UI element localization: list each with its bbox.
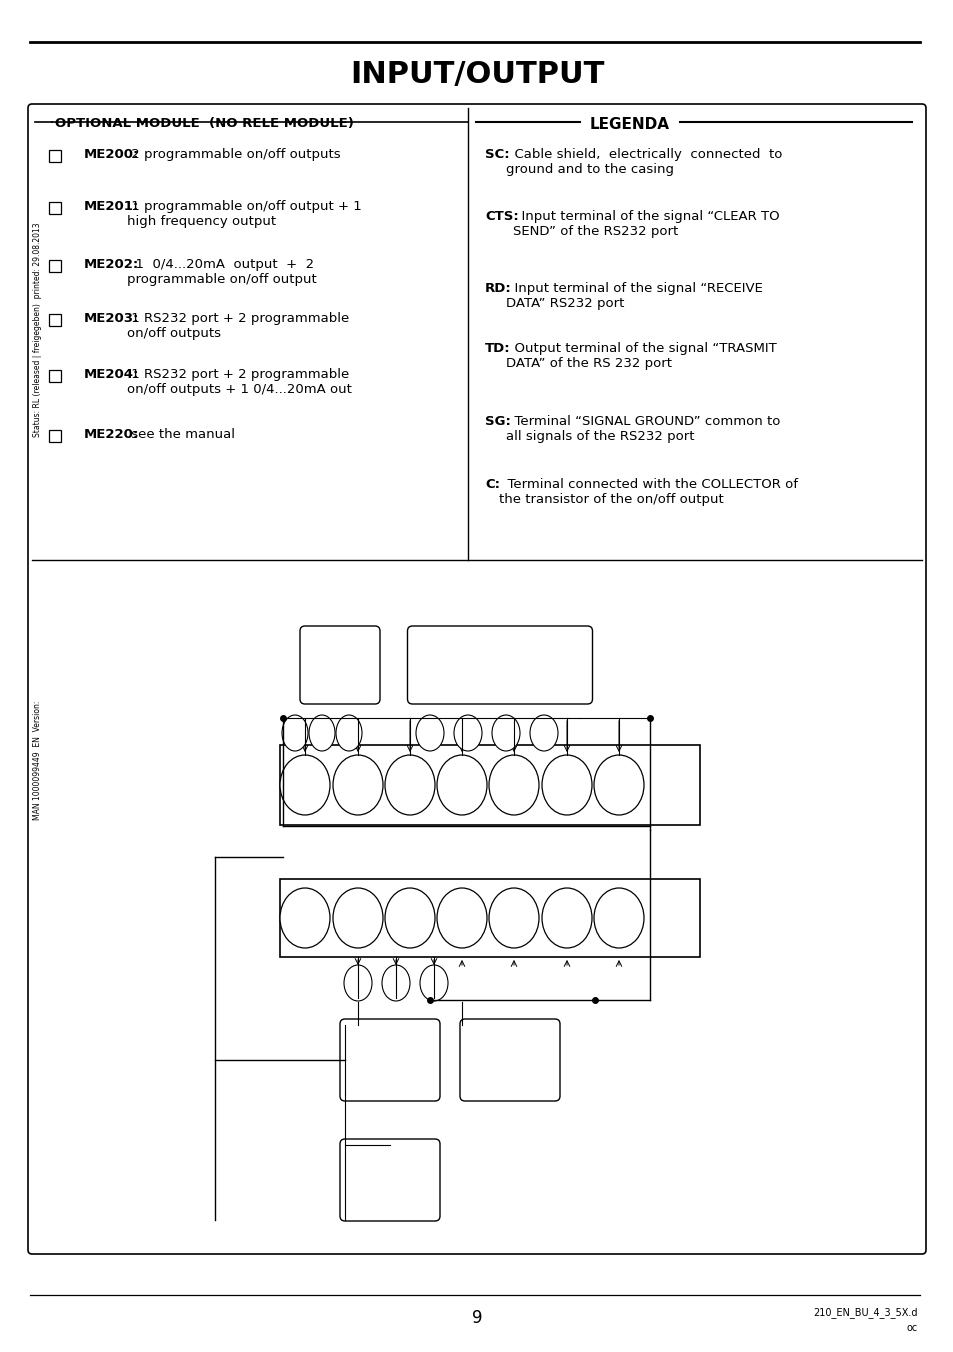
Ellipse shape	[333, 888, 382, 948]
Text: Terminal “SIGNAL GROUND” common to
all signals of the RS232 port: Terminal “SIGNAL GROUND” common to all s…	[505, 415, 780, 443]
Text: Status: RL (released | freigegeben)  printed: 29.08.2013: Status: RL (released | freigegeben) prin…	[33, 223, 43, 437]
Text: Output terminal of the signal “TRASMIT
DATA” of the RS 232 port: Output terminal of the signal “TRASMIT D…	[505, 342, 776, 370]
Bar	[49, 150, 61, 162]
Ellipse shape	[594, 888, 643, 948]
Ellipse shape	[416, 715, 443, 750]
Text: 9: 9	[471, 1309, 482, 1328]
Text: ME200:: ME200:	[84, 147, 139, 161]
Ellipse shape	[280, 754, 330, 815]
Text: ME201:: ME201:	[84, 200, 139, 214]
Text: 2 programmable on/off outputs: 2 programmable on/off outputs	[127, 147, 340, 161]
Ellipse shape	[541, 888, 592, 948]
FancyBboxPatch shape	[459, 1019, 559, 1101]
Bar	[280, 745, 700, 825]
Ellipse shape	[333, 754, 382, 815]
Bar	[49, 370, 61, 383]
Text: ME202:: ME202:	[84, 258, 139, 270]
Ellipse shape	[492, 715, 519, 750]
Text: Terminal connected with the COLLECTOR of
the transistor of the on/off output: Terminal connected with the COLLECTOR of…	[498, 479, 797, 506]
Text: CTS:: CTS:	[484, 210, 518, 223]
Text: C:: C:	[484, 479, 499, 491]
Ellipse shape	[335, 715, 361, 750]
Text: RD:: RD:	[484, 283, 511, 295]
Ellipse shape	[436, 754, 486, 815]
Text: OPTIONAL MODULE  (NO RELE MODULE): OPTIONAL MODULE (NO RELE MODULE)	[55, 118, 354, 130]
Ellipse shape	[280, 888, 330, 948]
Bar	[49, 314, 61, 326]
FancyBboxPatch shape	[28, 104, 925, 1255]
Ellipse shape	[454, 715, 481, 750]
Ellipse shape	[594, 754, 643, 815]
Ellipse shape	[309, 715, 335, 750]
Text: SG:: SG:	[484, 415, 511, 429]
Ellipse shape	[530, 715, 558, 750]
Text: LEGENDA: LEGENDA	[589, 118, 669, 132]
FancyBboxPatch shape	[407, 626, 592, 704]
Text: SC:: SC:	[484, 147, 509, 161]
Ellipse shape	[385, 888, 435, 948]
Bar	[49, 260, 61, 272]
Text: 1 RS232 port + 2 programmable
on/off outputs + 1 0/4...20mA out: 1 RS232 port + 2 programmable on/off out…	[127, 368, 352, 396]
Text: 210_EN_BU_4_3_5X.d: 210_EN_BU_4_3_5X.d	[813, 1307, 917, 1318]
FancyBboxPatch shape	[339, 1019, 439, 1101]
Text: 1  0/4...20mA  output  +  2
programmable on/off output: 1 0/4...20mA output + 2 programmable on/…	[127, 258, 316, 287]
Text: ME203:: ME203:	[84, 312, 139, 324]
Ellipse shape	[385, 754, 435, 815]
Ellipse shape	[282, 715, 308, 750]
Text: MAN 1000099449  EN  Version:: MAN 1000099449 EN Version:	[33, 700, 43, 819]
Ellipse shape	[489, 888, 538, 948]
Text: INPUT/OUTPUT: INPUT/OUTPUT	[350, 61, 603, 89]
Ellipse shape	[419, 965, 448, 1000]
Text: ME204:: ME204:	[84, 368, 139, 381]
Ellipse shape	[381, 965, 410, 1000]
Text: ME220:: ME220:	[84, 429, 139, 441]
Text: see the manual: see the manual	[127, 429, 235, 441]
Ellipse shape	[489, 754, 538, 815]
Text: 1 RS232 port + 2 programmable
on/off outputs: 1 RS232 port + 2 programmable on/off out…	[127, 312, 349, 339]
Text: 1 programmable on/off output + 1
high frequency output: 1 programmable on/off output + 1 high fr…	[127, 200, 361, 228]
Ellipse shape	[344, 965, 372, 1000]
Text: Input terminal of the signal “CLEAR TO
SEND” of the RS232 port: Input terminal of the signal “CLEAR TO S…	[513, 210, 779, 238]
Text: TD:: TD:	[484, 342, 510, 356]
Text: Input terminal of the signal “RECEIVE
DATA” RS232 port: Input terminal of the signal “RECEIVE DA…	[505, 283, 762, 310]
Text: Cable shield,  electrically  connected  to
ground and to the casing: Cable shield, electrically connected to …	[505, 147, 781, 176]
Bar	[49, 201, 61, 214]
FancyBboxPatch shape	[299, 626, 379, 704]
FancyBboxPatch shape	[339, 1138, 439, 1221]
Ellipse shape	[541, 754, 592, 815]
Ellipse shape	[436, 888, 486, 948]
Bar	[280, 879, 700, 957]
Text: oc: oc	[905, 1324, 917, 1333]
Bar	[49, 430, 61, 442]
